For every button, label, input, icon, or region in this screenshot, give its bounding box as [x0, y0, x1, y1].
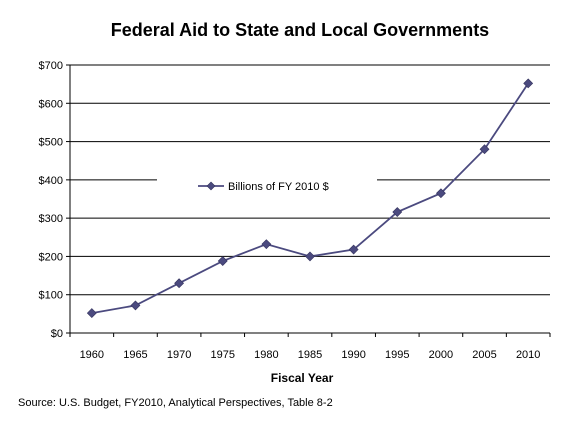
data-point	[523, 78, 534, 89]
data-point	[130, 300, 141, 311]
x-tick-label: 1980	[254, 349, 278, 361]
x-tick-label: 1970	[167, 349, 191, 361]
data-point	[261, 239, 272, 250]
y-tick-label: $600	[39, 98, 63, 110]
legend-marker	[206, 181, 216, 191]
y-tick-label: $400	[39, 175, 63, 187]
legend-background	[157, 176, 377, 196]
series-line	[91, 82, 529, 314]
chart-title: Federal Aid to State and Local Governmen…	[110, 20, 490, 40]
x-tick-label: 1960	[80, 349, 104, 361]
y-tick-label: $500	[39, 137, 63, 149]
x-tick-label: 1990	[341, 349, 365, 361]
x-tick-label: 1965	[123, 349, 147, 361]
data-point	[305, 251, 315, 262]
data-point	[217, 256, 228, 266]
axes: $0 $100 $200 $300 $400 $500 $600 $700 1960 1965 19…	[39, 60, 551, 361]
legend-label: Billions of FY 2010 $	[228, 181, 329, 193]
x-tick-label: 1975	[210, 349, 234, 361]
data-point	[479, 144, 490, 155]
series	[86, 78, 534, 319]
x-tick-label: 1995	[385, 349, 409, 361]
legend: Billions of FY 2010 $	[157, 176, 377, 196]
data-point	[392, 207, 403, 217]
data-point	[86, 308, 97, 319]
y-tick-label: $0	[51, 328, 63, 340]
y-tick-label: $200	[39, 251, 63, 263]
y-tick-label: $100	[39, 290, 63, 302]
data-point	[174, 278, 185, 289]
source-note: Source: U.S. Budget, FY2010, Analytical …	[18, 397, 333, 409]
x-tick-label: 2000	[429, 349, 453, 361]
y-tick-label: $300	[39, 213, 63, 225]
data-point	[435, 188, 446, 199]
x-axis-label: Fiscal Year	[271, 371, 334, 385]
x-tick-label: 2010	[516, 349, 540, 361]
y-tick-label: $700	[39, 60, 63, 72]
data-point	[348, 244, 359, 255]
x-tick-label: 1985	[298, 349, 322, 361]
x-tick-label: 2005	[472, 349, 496, 361]
